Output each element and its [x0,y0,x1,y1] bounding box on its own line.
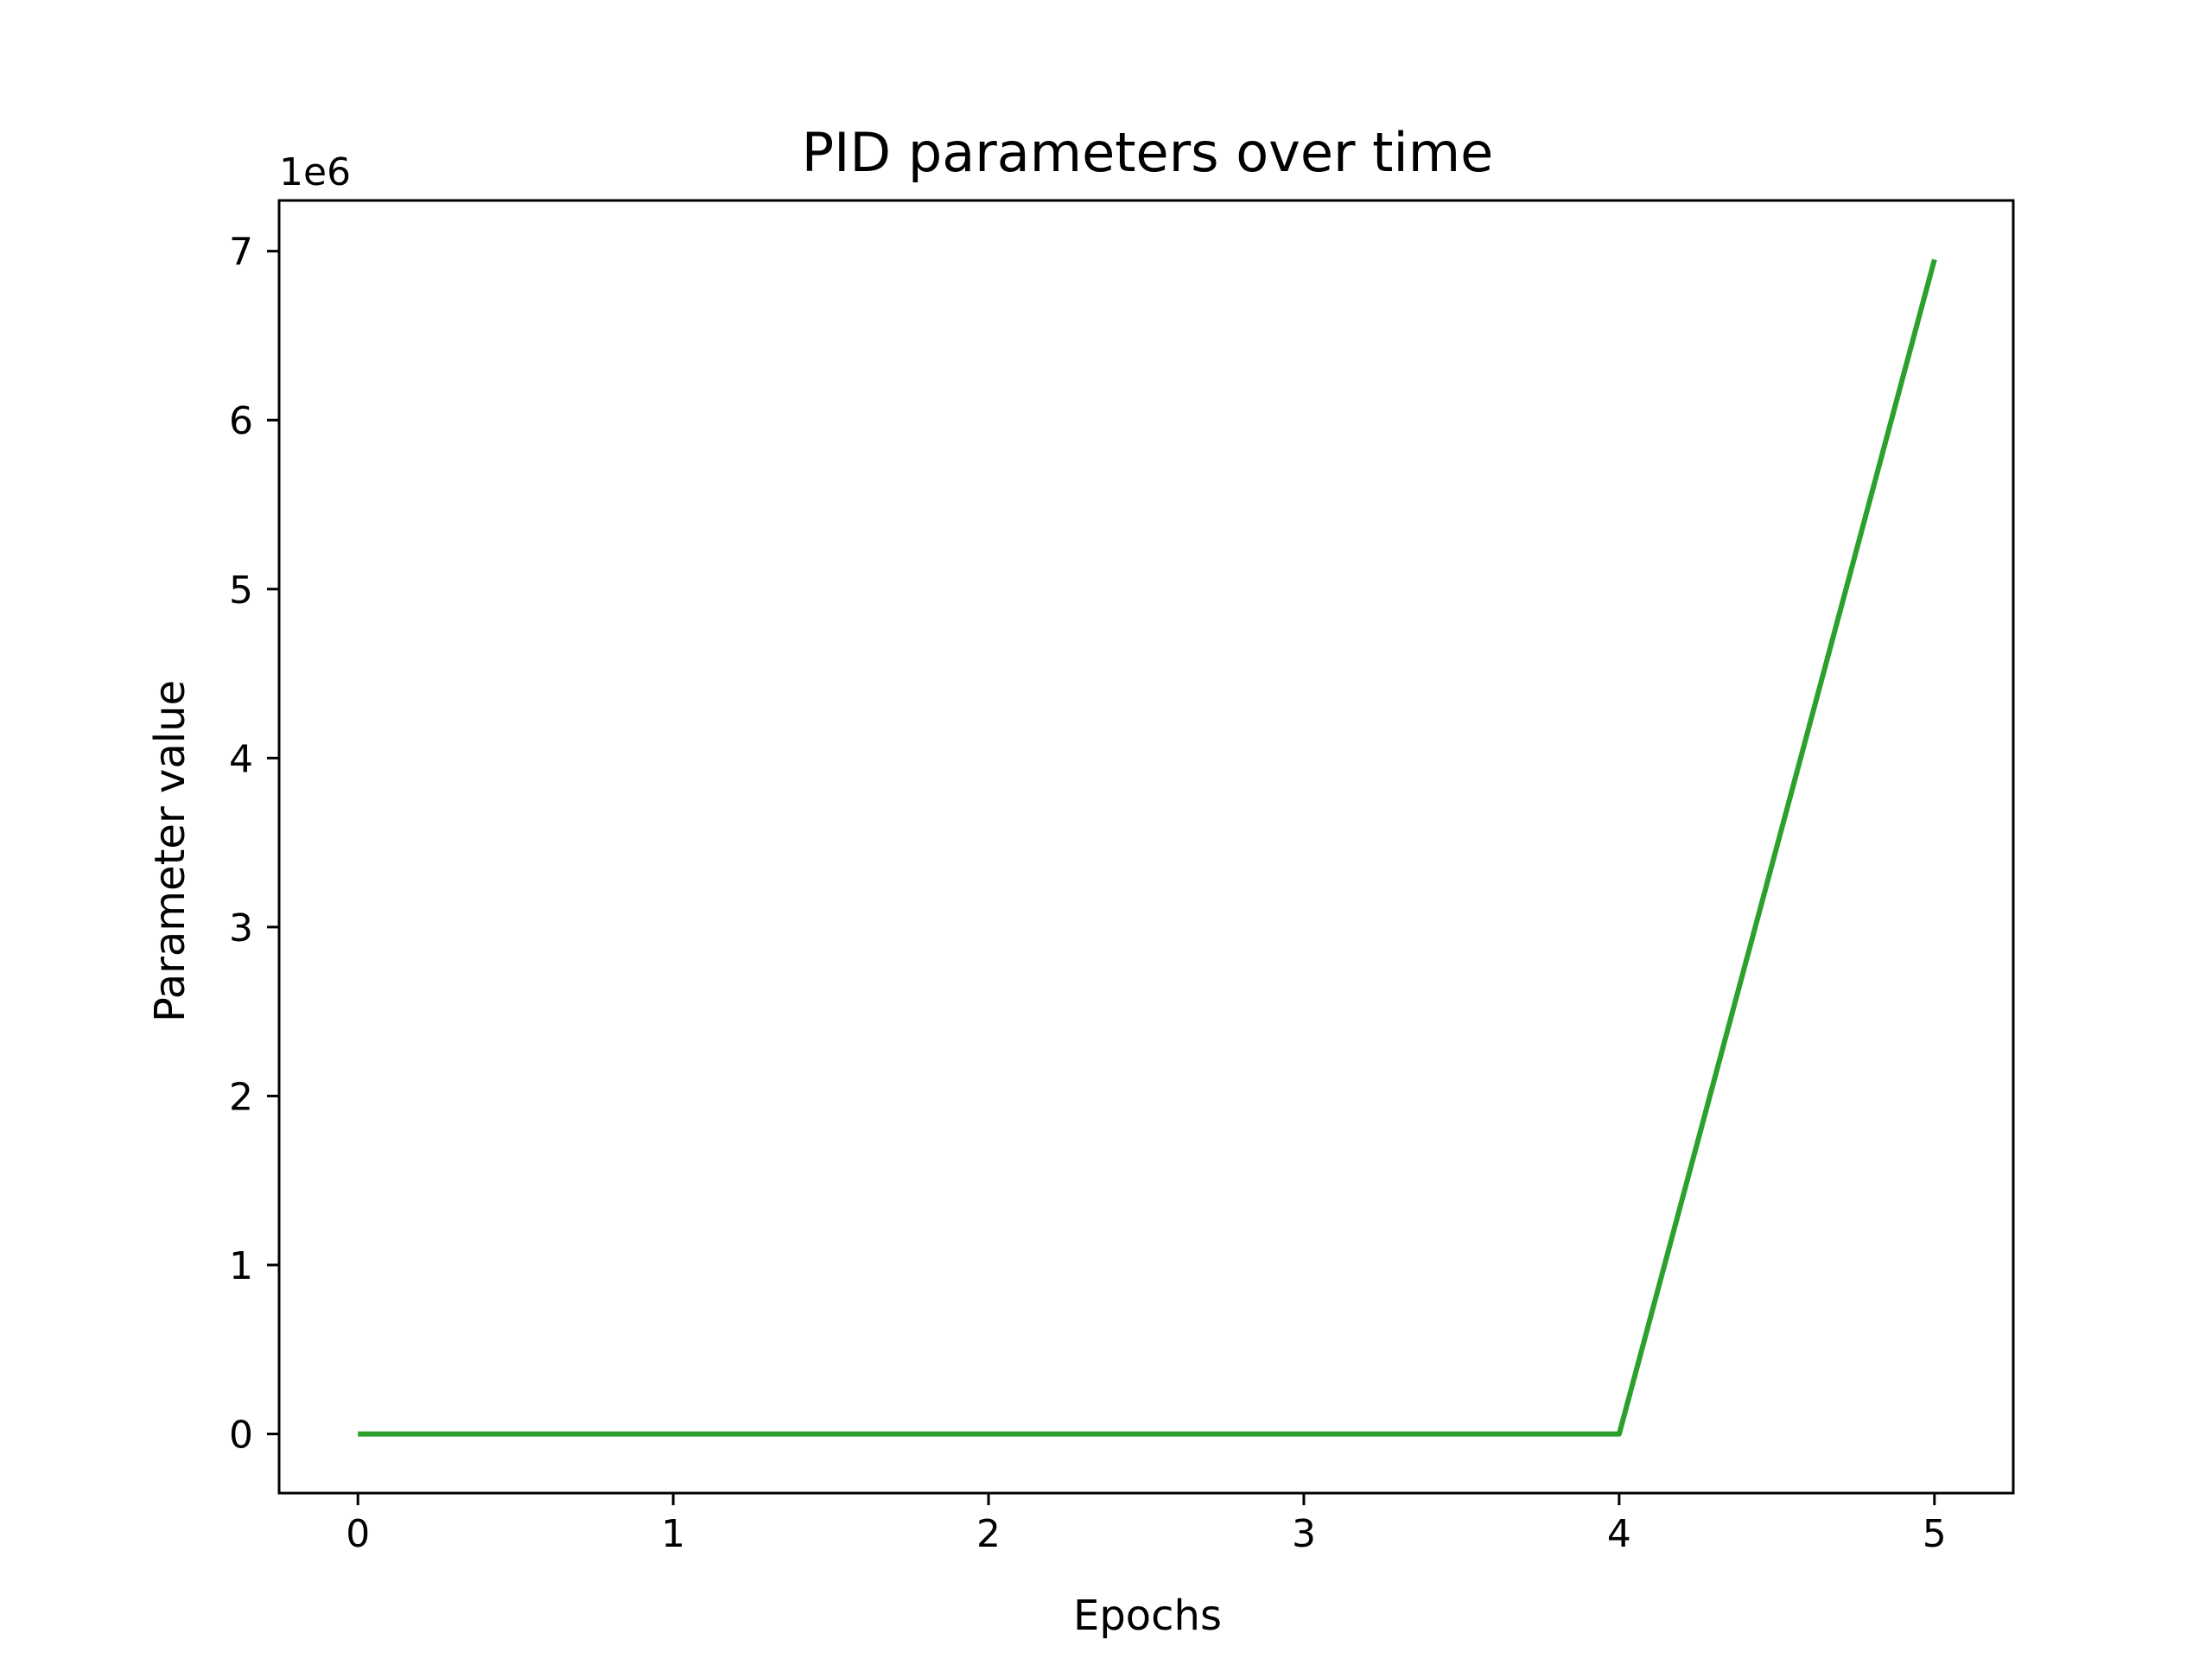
x-tick-label: 3 [1292,1512,1316,1556]
x-axis-label: Epochs [1073,1592,1222,1640]
axes-frame [277,199,2015,1495]
x-tick-label: 4 [1607,1512,1631,1556]
y-tick-label: 1 [229,1244,253,1288]
y-tick-label: 6 [229,399,253,443]
y-tick-label: 2 [229,1075,253,1119]
x-tick-label: 2 [976,1512,1001,1556]
y-tick-label: 3 [229,906,253,950]
x-tick-label: 1 [661,1512,685,1556]
y-offset-label: 1e6 [279,150,351,194]
plot-area: 0 1 2 3 4 5 0 1 2 3 4 5 6 7 [229,199,2015,1556]
y-axis-label: Parameter value [146,680,194,1022]
y-tick-label: 5 [229,569,253,613]
y-tick-label: 4 [229,737,253,781]
y-tick-label: 7 [229,231,253,275]
x-tick-label: 5 [1923,1512,1947,1556]
chart-title: PID parameters over time [802,121,1494,184]
y-tick-label: 0 [229,1414,253,1458]
x-tick-label: 0 [346,1512,370,1556]
series-line-0 [358,258,1937,1437]
